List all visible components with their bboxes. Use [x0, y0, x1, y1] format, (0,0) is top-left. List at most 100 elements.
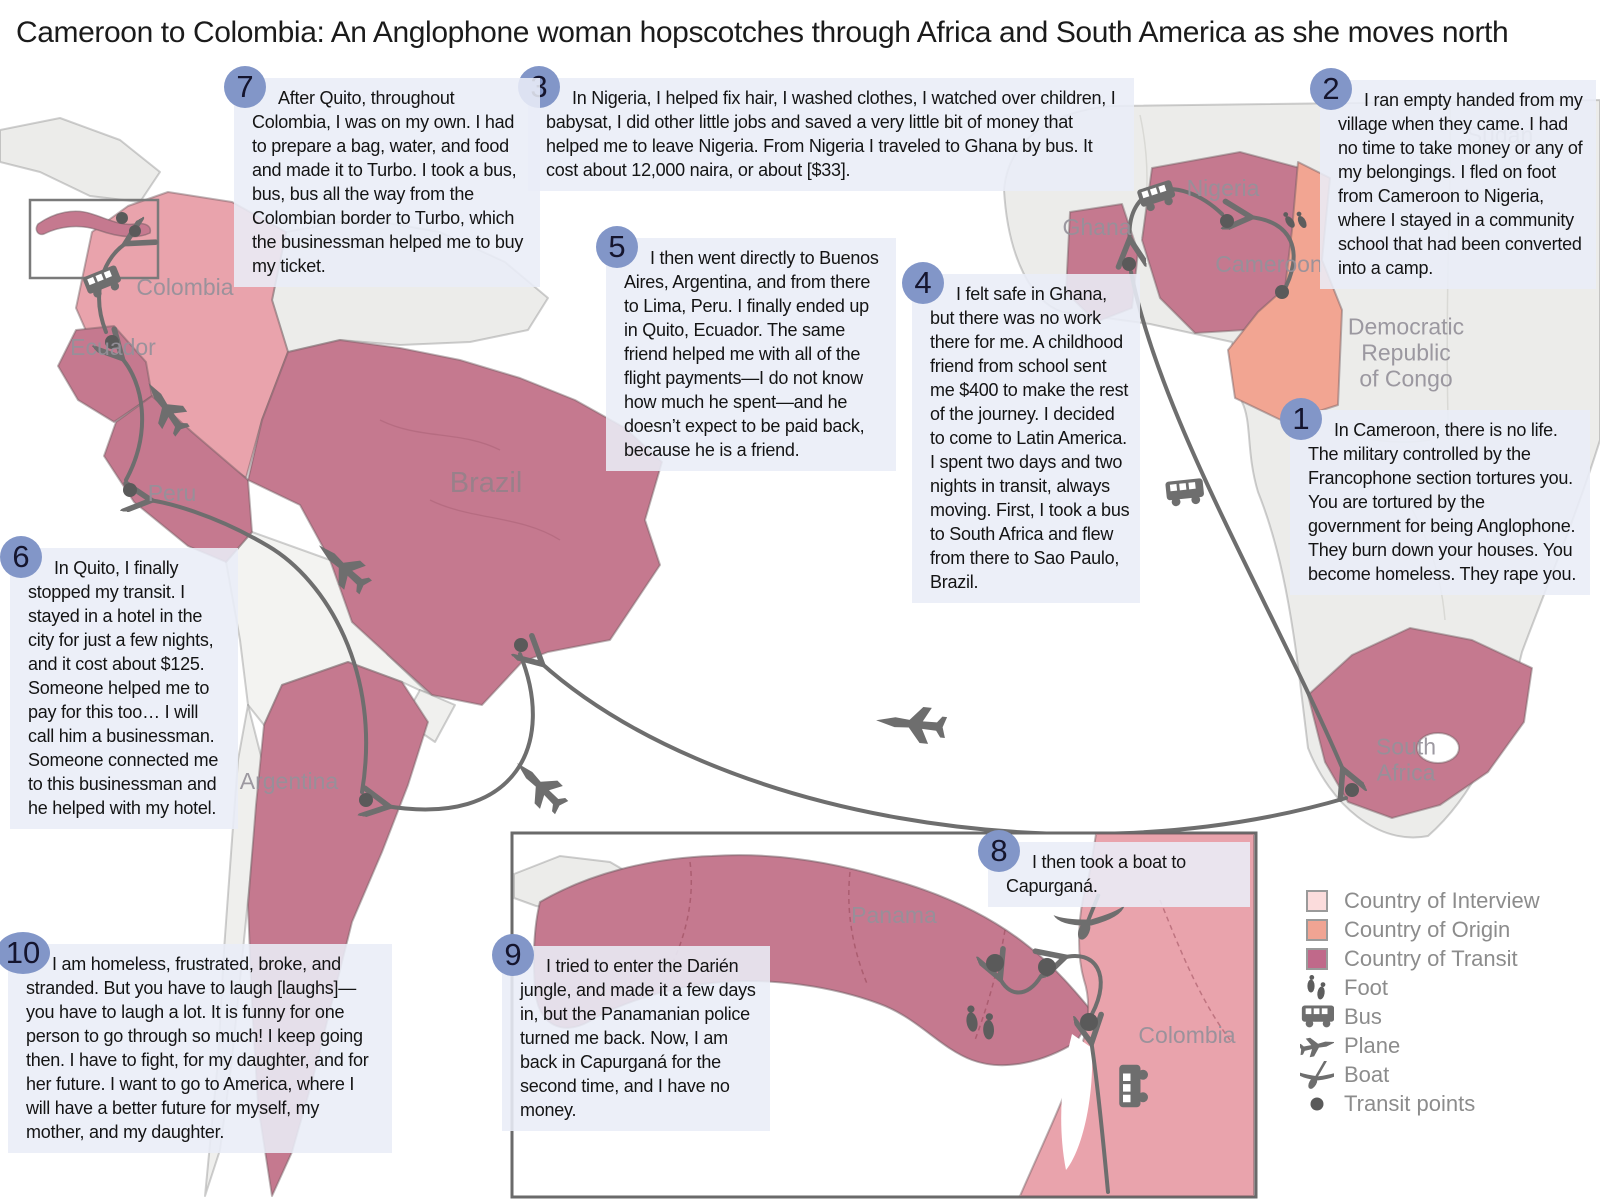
annotation-text-7: After Quito, throughout Colombia, I was … — [252, 88, 524, 276]
legend-item-transit-points: Transit points — [1300, 1089, 1540, 1118]
legend-label: Foot — [1344, 974, 1389, 1000]
annotation-text-6: In Quito, I finally stopped my transit. … — [28, 558, 219, 818]
annotation-text-8: I then took a boat to Capurganá. — [1006, 852, 1186, 896]
map-label-drc: Democratic Republic of Congo — [1347, 313, 1465, 391]
transit-point-nigeria — [1220, 214, 1234, 228]
map-label-peru: Peru — [147, 480, 197, 507]
route-cameroon-nigeria — [1248, 217, 1296, 296]
annotation-box-1: 1 In Cameroon, there is no life. The mil… — [1280, 398, 1590, 595]
legend-item-interview: Country of Interview — [1300, 886, 1540, 915]
origin-swatch — [1306, 918, 1328, 941]
route-boat-capurgana — [1062, 956, 1103, 1016]
legend-item-origin: Country of Origin — [1300, 915, 1540, 944]
map-label-ecuador: Ecuador — [70, 334, 156, 361]
annotation-box-5: 5 I then went directly to Buenos Aires, … — [596, 226, 896, 471]
annotation-box-6: 6 In Quito, I finally stopped my transit… — [0, 536, 238, 829]
inset-gulf-of-uraba — [1061, 1034, 1093, 1170]
legend-item-plane: Plane — [1300, 1031, 1540, 1060]
boat-icon — [1300, 1060, 1334, 1089]
legend-item-transit: Country of Transit — [1300, 944, 1540, 973]
map-label-nigeria: Nigeria — [1186, 175, 1260, 202]
lesotho-hole — [1416, 732, 1460, 764]
step-number-10: 10 — [0, 932, 50, 974]
annotation-text-9: I tried to enter the Darién jungle, and … — [520, 956, 756, 1120]
legend-label: Bus — [1344, 1003, 1382, 1029]
map-label-colombia-inset: Colombia — [1138, 1022, 1236, 1049]
transit-point-ghana — [1122, 257, 1136, 271]
step-number-5: 5 — [596, 226, 638, 268]
step-number-8: 8 — [978, 830, 1020, 872]
interview-swatch — [1306, 889, 1328, 912]
route-darien-attempt — [999, 976, 1043, 995]
annotation-text-5: I then went directly to Buenos Aires, Ar… — [624, 248, 879, 460]
annotation-text-3: In Nigeria, I helped fix hair, I washed … — [546, 88, 1116, 180]
annotation-text-4: I felt safe in Ghana, but there was no w… — [930, 284, 1130, 592]
step-number-1: 1 — [1280, 398, 1322, 440]
inset-routes — [999, 956, 1110, 1194]
annotation-box-8: 8 I then took a boat to Capurganá. — [978, 830, 1250, 907]
foot-icon — [1307, 974, 1327, 1000]
plane-icon — [1300, 1032, 1334, 1059]
annotation-box-9: 9 I tried to enter the Darién jungle, an… — [492, 934, 770, 1131]
map-label-south-africa: South Africa — [1375, 733, 1437, 785]
country-brazil — [247, 339, 663, 706]
map-label-cameroon: Cameroon — [1215, 251, 1323, 278]
page-title: Cameroon to Colombia: An Anglophone woma… — [16, 16, 1509, 49]
route-saopaulo-buenosaires — [386, 652, 535, 809]
legend-label: Plane — [1344, 1032, 1401, 1058]
legend-label: Country of Origin — [1344, 916, 1511, 942]
inset-transit-points — [986, 954, 1098, 1031]
step-number-4: 4 — [902, 262, 944, 304]
transit-point-darien — [986, 954, 1004, 972]
map-label-panama-inset: Panama — [851, 902, 937, 929]
bus-icon — [1301, 1005, 1334, 1027]
map-label-colombia: Colombia — [136, 274, 234, 301]
annotation-box-3: 3 In Nigeria, I helped fix hair, I washe… — [518, 66, 1134, 191]
legend: Country of Interview Country of Origin C… — [1300, 886, 1540, 1118]
route-southafrica-saopaulo — [540, 662, 1348, 837]
plane-icon — [874, 702, 948, 746]
legend-label: Country of Interview — [1344, 887, 1540, 913]
transit-point-lima — [123, 483, 137, 497]
transit-point-capurgana — [1038, 958, 1056, 976]
step-number-9: 9 — [492, 934, 534, 976]
annotation-text-1: In Cameroon, there is no life. The milit… — [1308, 420, 1577, 584]
legend-label: Boat — [1344, 1061, 1390, 1087]
annotation-text-10: I am homeless, frustrated, broke, and st… — [26, 954, 369, 1142]
legend-item-foot: Foot — [1300, 973, 1540, 1002]
annotation-box-4: 4 I felt safe in Ghana, but there was no… — [902, 262, 1140, 603]
route-ghana-southafrica — [1129, 270, 1344, 772]
transit-point-saopaulo — [514, 638, 528, 652]
map-label-ghana: Ghana — [1062, 214, 1132, 241]
step-number-6: 6 — [0, 536, 42, 578]
route-lima-quito — [120, 356, 145, 482]
legend-label: Transit points — [1344, 1090, 1476, 1116]
annotation-text-2: I ran empty handed from my village when … — [1338, 90, 1583, 278]
transit-point-panama-a — [116, 212, 128, 224]
legend-item-bus: Bus — [1300, 1002, 1540, 1031]
transit-point-turbo-inset — [1080, 1013, 1098, 1031]
bus-icon — [1165, 478, 1205, 508]
transit-point-quito — [105, 335, 119, 349]
transit-swatch — [1306, 947, 1328, 970]
transit-point-cameroon — [1275, 285, 1289, 299]
transit-point-buenosaires — [359, 793, 373, 807]
step-number-2: 2 — [1310, 68, 1352, 110]
landmass-central-america — [0, 117, 161, 203]
annotation-box-10: 10 I am homeless, frustrated, broke, and… — [0, 932, 392, 1153]
map-label-brazil: Brazil — [449, 466, 523, 499]
plane-icon — [505, 751, 574, 820]
annotation-box-7: 7 After Quito, throughout Colombia, I wa… — [224, 66, 540, 287]
brazil-borders — [379, 419, 561, 541]
transit-point-icon — [1310, 1097, 1324, 1110]
transit-point-turbo — [129, 225, 141, 237]
legend-item-boat: Boat — [1300, 1060, 1540, 1089]
transit-point-capetown — [1345, 783, 1359, 797]
map-label-argentina: Argentina — [239, 768, 339, 795]
legend-label: Country of Transit — [1344, 945, 1518, 971]
annotation-box-2: 2 I ran empty handed from my village whe… — [1310, 68, 1596, 289]
route-colombia-north — [1091, 1040, 1110, 1194]
step-number-7: 7 — [224, 66, 266, 108]
route-buenosaires-lima — [148, 500, 369, 794]
